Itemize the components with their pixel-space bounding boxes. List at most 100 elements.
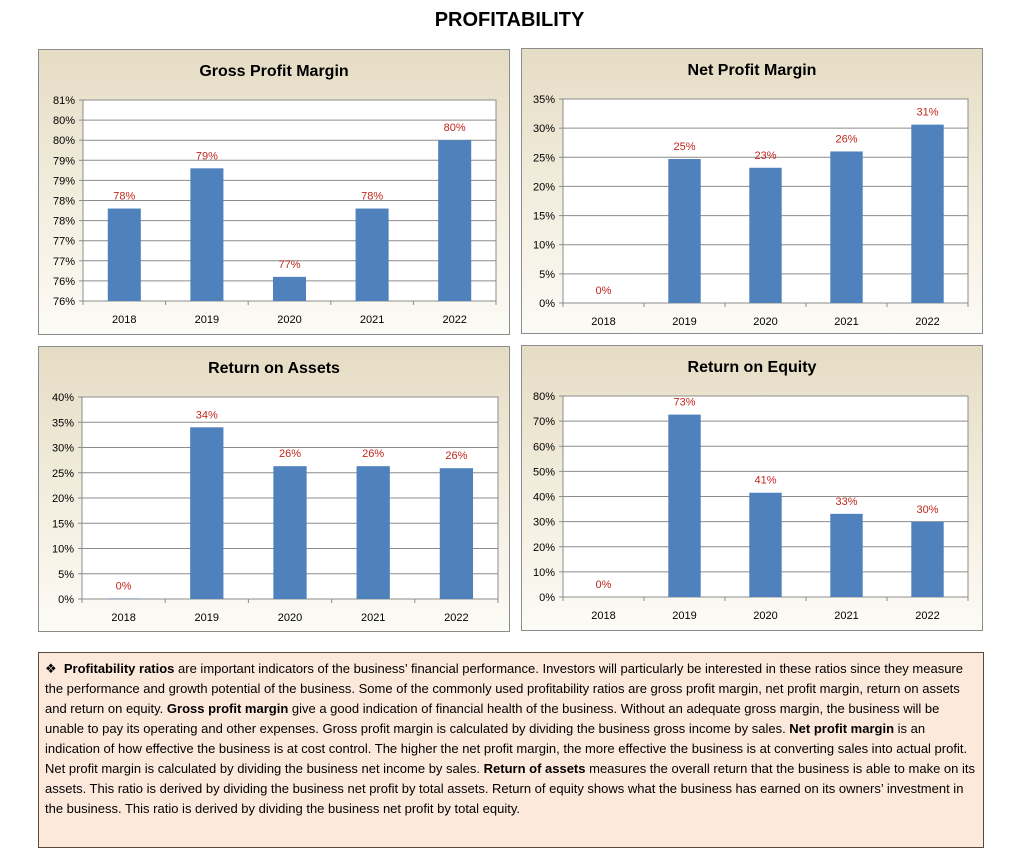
- y-tick-label: 78%: [53, 196, 75, 208]
- x-tick-label: 2018: [591, 316, 615, 328]
- x-tick-label: 2019: [195, 314, 219, 326]
- y-tick-label: 30%: [533, 123, 555, 135]
- data-label: 26%: [279, 448, 301, 460]
- y-tick-label: 25%: [533, 152, 555, 164]
- y-tick-label: 10%: [52, 544, 74, 556]
- bar-2020: [273, 466, 307, 599]
- x-tick-label: 2021: [834, 610, 858, 622]
- y-tick-label: 0%: [539, 592, 555, 604]
- data-label: 26%: [445, 450, 467, 462]
- data-label: 77%: [278, 259, 300, 271]
- x-tick-label: 2022: [915, 610, 939, 622]
- data-label: 31%: [916, 107, 938, 119]
- y-tick-label: 76%: [53, 296, 75, 308]
- net-profit-margin-plot: 0% 5% 10% 15% 20% 25% 30% 35% 0% 2018 25% 2019 23% 20…: [533, 94, 969, 328]
- y-tick-label: 20%: [533, 181, 555, 193]
- y-tick-label: 80%: [533, 391, 555, 403]
- y-tick-label: 30%: [533, 517, 555, 529]
- y-tick-label: 10%: [533, 240, 555, 252]
- bar-2021: [830, 151, 863, 303]
- bar-2020: [749, 167, 782, 303]
- y-tick-label: 79%: [53, 175, 75, 187]
- y-tick-label: 76%: [53, 276, 75, 288]
- return-on-equity-chart: Return on Equity 0% 10% 20% 30% 40% 50% 60% 70%…: [521, 345, 983, 631]
- y-tick-label: 77%: [53, 256, 75, 268]
- note-bold: Profitability ratios: [63, 661, 175, 676]
- chart-title: Return on Assets: [208, 360, 340, 377]
- x-tick-label: 2020: [753, 316, 777, 328]
- bar-2021: [356, 466, 390, 599]
- note-text: are important indicators of the business…: [45, 661, 963, 716]
- chart-title: Return on Equity: [687, 359, 817, 376]
- bar-2019: [668, 159, 701, 303]
- bar-2022: [439, 468, 474, 599]
- y-tick-label: 0%: [539, 298, 555, 310]
- bar-2018: [106, 598, 141, 599]
- x-tick-label: 2021: [834, 316, 858, 328]
- y-tick-label: 80%: [53, 115, 75, 127]
- data-label: 23%: [754, 150, 776, 162]
- data-label: 78%: [113, 191, 135, 203]
- y-tick-label: 35%: [533, 94, 555, 106]
- y-tick-label: 40%: [52, 392, 74, 404]
- x-tick-label: 2018: [591, 610, 615, 622]
- x-tick-label: 2021: [360, 314, 384, 326]
- x-tick-label: 2020: [278, 612, 302, 624]
- chart-title: Net Profit Margin: [687, 62, 817, 79]
- y-tick-label: 20%: [52, 493, 74, 505]
- note-bold: Return of assets: [483, 761, 586, 776]
- y-tick-label: 60%: [533, 441, 555, 453]
- gross-profit-margin-plot: 76% 76% 77% 77% 78% 78% 79% 79% 80% 80% 81% 78% 2018…: [53, 95, 497, 326]
- bar-2021: [355, 208, 389, 301]
- note-text: is an indication of how effective the bu…: [45, 721, 968, 776]
- y-tick-label: 77%: [53, 236, 75, 248]
- bar-2020: [749, 492, 782, 597]
- note-bold: Net profit margin: [789, 721, 895, 736]
- data-label: 0%: [116, 580, 132, 592]
- y-tick-label: 15%: [533, 211, 555, 223]
- y-tick-label: 79%: [53, 155, 75, 167]
- bar-2021: [830, 513, 863, 597]
- bar-2019: [190, 427, 224, 599]
- data-label: 25%: [673, 141, 695, 153]
- bar-2022: [911, 124, 944, 303]
- gross-profit-margin-chart: Gross Profit Margin 76% 76% 77% 77% 78% 78% 79…: [38, 49, 510, 335]
- chart-title: Gross Profit Margin: [199, 63, 349, 80]
- y-tick-label: 80%: [53, 135, 75, 147]
- data-label: 26%: [362, 448, 384, 460]
- data-label: 34%: [196, 409, 218, 421]
- x-tick-label: 2018: [112, 314, 136, 326]
- x-tick-label: 2019: [672, 610, 696, 622]
- x-tick-label: 2022: [442, 314, 466, 326]
- bar-2022: [911, 521, 944, 597]
- bar-2020: [272, 276, 307, 301]
- profitability-note: ❖ Profitability ratios are important ind…: [38, 652, 984, 848]
- y-tick-label: 10%: [533, 567, 555, 579]
- return-on-equity-plot: 0% 10% 20% 30% 40% 50% 60% 70% 80% 0% 2018 73% 2019 4…: [533, 391, 969, 622]
- bar-2018: [107, 208, 141, 301]
- y-tick-label: 5%: [58, 569, 74, 581]
- bullet-icon: ❖: [45, 661, 57, 676]
- y-tick-label: 5%: [539, 269, 555, 281]
- return-on-assets-plot: 0% 5% 10% 15% 20% 25% 30% 35% 40% 0% 2018 34% 2019 26…: [52, 392, 499, 624]
- x-tick-label: 2021: [361, 612, 385, 624]
- y-tick-label: 35%: [52, 417, 74, 429]
- page-title: PROFITABILITY: [434, 9, 585, 31]
- y-tick-label: 25%: [52, 468, 74, 480]
- data-label: 33%: [835, 496, 857, 508]
- x-tick-label: 2022: [444, 612, 468, 624]
- data-label: 0%: [596, 285, 612, 297]
- note-text: measures the overall return that the bus…: [45, 761, 975, 816]
- bar-2019: [668, 414, 701, 597]
- data-label: 78%: [361, 191, 383, 203]
- x-tick-label: 2018: [111, 612, 135, 624]
- x-tick-label: 2019: [195, 612, 219, 624]
- x-tick-label: 2022: [915, 316, 939, 328]
- y-tick-label: 81%: [53, 95, 75, 107]
- y-tick-label: 0%: [58, 594, 74, 606]
- x-tick-label: 2019: [672, 316, 696, 328]
- bar-2022: [438, 140, 472, 301]
- y-tick-label: 70%: [533, 416, 555, 428]
- data-label: 41%: [754, 475, 776, 487]
- data-label: 79%: [196, 150, 218, 162]
